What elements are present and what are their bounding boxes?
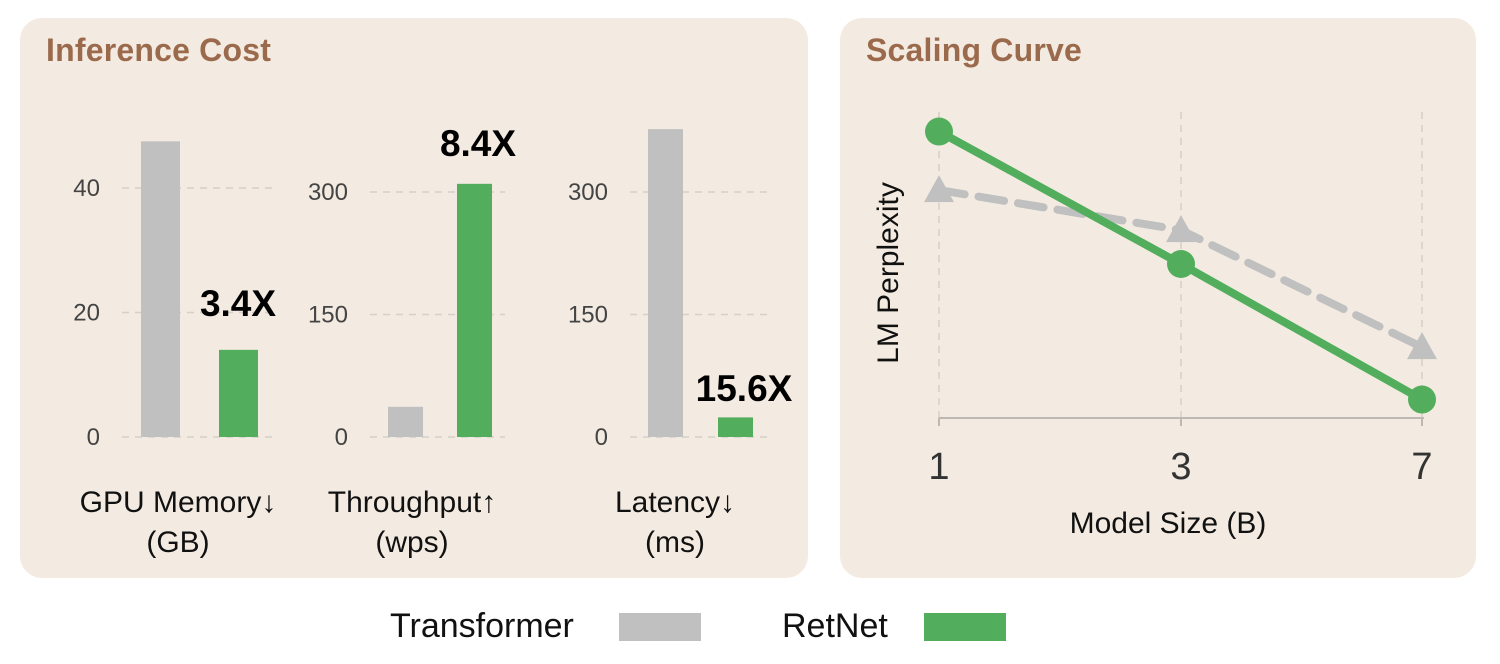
gpu-memory-bar-retnet — [219, 349, 258, 437]
throughput-bar-transformer — [388, 406, 423, 437]
gpu-memory-xlabel: GPU Memory↓ — [80, 486, 277, 519]
throughput-bar-retnet — [457, 183, 492, 437]
scaling-x-tick-label: 7 — [1411, 446, 1432, 488]
latency-speedup-label: 15.6X — [696, 368, 793, 409]
legend-swatch-transformer — [619, 613, 701, 641]
transformer-point — [924, 175, 954, 203]
scaling-ylabel: LM Perplexity — [872, 182, 905, 364]
scaling-xlabel: Model Size (B) — [1070, 507, 1267, 540]
gpu-memory-tick-label: 40 — [73, 175, 100, 202]
throughput-tick-label: 150 — [308, 302, 348, 329]
throughput-xlabel: Throughput↑ — [328, 486, 496, 519]
latency-bar-retnet — [718, 417, 753, 437]
gpu-memory-tick-label: 20 — [73, 300, 100, 327]
gpu-memory-speedup-label: 3.4X — [200, 283, 276, 324]
throughput-xlabel-unit: (wps) — [375, 526, 448, 559]
latency-tick-label: 300 — [568, 179, 608, 206]
latency-tick-label: 0 — [595, 424, 608, 451]
retnet-point — [925, 117, 953, 146]
retnet-point — [1167, 250, 1195, 278]
transformer-point — [1407, 332, 1437, 360]
throughput-tick-label: 300 — [308, 179, 348, 206]
inference-cost-title: Inference Cost — [46, 32, 272, 68]
latency-xlabel-unit: (ms) — [645, 526, 705, 559]
scaling-curve-panel: Scaling Curve — [840, 18, 1476, 578]
throughput-tick-label: 0 — [335, 424, 348, 451]
latency-xlabel: Latency↓ — [615, 486, 735, 519]
legend-label-transformer: Transformer — [390, 607, 574, 645]
latency-bar-transformer — [648, 129, 683, 437]
gpu-memory-tick-label: 0 — [87, 424, 100, 451]
legend-swatch-retnet — [924, 613, 1006, 641]
transformer-point — [1166, 215, 1196, 243]
scaling-x-tick-label: 3 — [1170, 446, 1191, 488]
scaling-curve-title: Scaling Curve — [866, 32, 1083, 68]
gpu-memory-xlabel-unit: (GB) — [146, 526, 209, 559]
gpu-memory-bar-transformer — [141, 141, 180, 437]
retnet-point — [1408, 385, 1436, 414]
latency-tick-label: 150 — [568, 302, 608, 329]
scaling-x-tick-label: 1 — [928, 446, 949, 488]
legend-label-retnet: RetNet — [782, 607, 888, 645]
throughput-speedup-label: 8.4X — [440, 123, 516, 164]
